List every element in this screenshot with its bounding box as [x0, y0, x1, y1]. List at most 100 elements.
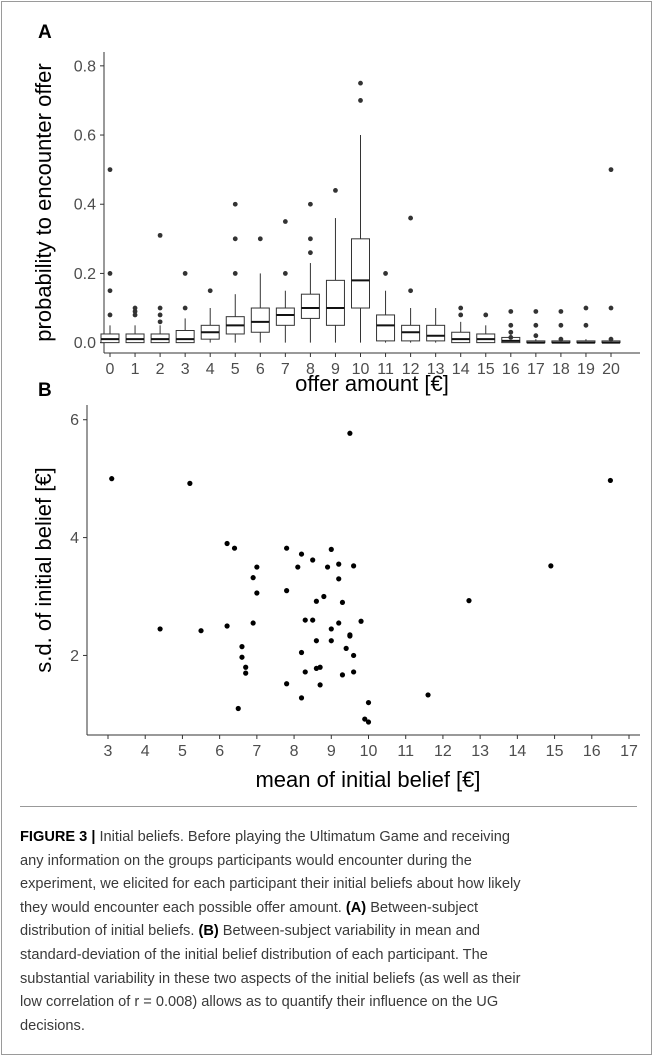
outlier-point [107, 167, 113, 173]
outlier-point [308, 236, 313, 242]
panel-b-letter: B [38, 380, 52, 401]
outlier-point [107, 271, 113, 276]
outlier-point [508, 329, 514, 335]
outlier-point [107, 312, 113, 318]
scatter-point [351, 652, 357, 659]
x-tick-label: 4 [206, 361, 215, 378]
box [351, 238, 370, 309]
scatter-point [336, 576, 342, 582]
box [175, 330, 195, 344]
box [300, 293, 320, 319]
outlier-point [308, 201, 313, 207]
scatter-point [250, 620, 256, 626]
panel-a-letter: A [38, 22, 52, 43]
outlier-point [458, 305, 464, 311]
scatter-point [109, 476, 115, 482]
x-tick-label: 7 [252, 743, 261, 760]
scatter-point [310, 617, 316, 623]
scatter-point [607, 477, 613, 484]
outlier-point [608, 305, 614, 311]
box [376, 314, 396, 342]
scatter-point [466, 598, 472, 604]
caption-line: substantial variability in these two asp… [20, 970, 521, 987]
outlier-point [157, 319, 163, 325]
x-tick-label: 12 [434, 743, 452, 760]
outlier-point [232, 271, 238, 276]
caption-text: they would encounter each possible offer… [20, 899, 346, 916]
x-tick-label: 3 [104, 743, 113, 760]
outlier-point [157, 305, 163, 311]
outlier-point [383, 271, 388, 276]
scatter-point [239, 654, 245, 660]
y-tick-label: 4 [70, 530, 79, 547]
scatter-point [362, 716, 368, 722]
x-tick-label: 10 [352, 361, 370, 378]
outlier-point [408, 288, 413, 294]
figure-label: FIGURE 3 | [20, 829, 96, 845]
x-tick-label: 4 [141, 743, 150, 760]
outlier-point [358, 98, 363, 103]
scatter-point [224, 623, 230, 629]
scatter-point [321, 593, 327, 600]
x-tick-label: 16 [583, 743, 601, 760]
x-tick-label: 19 [577, 361, 595, 378]
x-tick-label: 6 [256, 361, 265, 378]
caption-line: they would encounter each possible offer… [20, 897, 640, 921]
figure-canvas: A 0.00.20.40.60.80 1 2 3 4 5 6 7 8 9 10 11 12 13 14 15 1… [31, 22, 640, 792]
caption-text: Initial beliefs. Before playing the Ulti… [95, 829, 510, 845]
x-tick-label: 2 [156, 361, 165, 378]
x-tick-label: 15 [546, 743, 564, 760]
outlier-point [558, 309, 564, 314]
scatter-point [298, 649, 305, 656]
scatter-point [328, 546, 334, 552]
box [426, 324, 446, 342]
y-tick-label: 0.0 [74, 335, 96, 352]
x-tick-label: 8 [306, 361, 315, 378]
x-axis-title: mean of initial belief [€] [255, 767, 480, 792]
scatter-point [347, 633, 353, 639]
caption-divider [20, 806, 637, 807]
x-tick-label: 0 [106, 361, 115, 378]
box [325, 279, 345, 326]
outlier-point [608, 336, 614, 342]
outlier-point [333, 187, 338, 193]
caption-line: standard-deviation of the initial belief… [20, 946, 488, 963]
outlier-point [608, 167, 614, 173]
outlier-point [308, 250, 313, 256]
scatter-point [365, 719, 372, 725]
scatter-point [250, 575, 256, 581]
scatter-point [336, 620, 342, 626]
scatter-point [157, 626, 163, 632]
x-tick-label: 15 [477, 361, 495, 378]
outlier-point [157, 312, 163, 318]
scatter-point [254, 590, 260, 596]
figure-caption: FIGURE 3 | Initial beliefs. Before playi… [20, 826, 640, 1038]
scatter-point [358, 618, 364, 624]
caption-line: decisions. [20, 1017, 85, 1034]
outlier-point [558, 336, 564, 342]
x-tick-label: 9 [327, 743, 336, 760]
x-tick-label: 12 [402, 361, 420, 378]
outlier-point [132, 312, 138, 318]
y-tick-label: 2 [70, 648, 79, 665]
scatter-point [298, 551, 305, 557]
x-tick-label: 11 [377, 361, 394, 378]
outlier-point [232, 201, 238, 207]
scatter-point [339, 672, 346, 678]
caption-line: experiment, we elicited for each partici… [20, 876, 521, 893]
x-tick-label: 13 [471, 743, 489, 760]
scatter-point [295, 564, 301, 570]
scatter-point [254, 564, 260, 570]
y-tick-label: 6 [70, 412, 79, 429]
outlier-point [182, 305, 188, 311]
box-plot-panel: 0.00.20.40.60.80 1 2 3 4 5 6 7 8 9 10 11 12 13 14 15 16 1… [31, 52, 640, 396]
outlier-point [358, 80, 363, 86]
outlier-point [282, 271, 288, 276]
scatter-point [328, 626, 334, 632]
y-tick-label: 0.6 [74, 128, 96, 145]
scatter-plot-panel: 2 4 6 3 4 5 6 7 8 9 10 11 12 13 14 15 16 17 mean of initia… [31, 405, 640, 792]
panel-ref-a: (A) [345, 899, 367, 916]
outlier-point [458, 312, 464, 318]
caption-line: low correlation of r = 0.008) allows as … [20, 994, 499, 1011]
scatter-point [231, 545, 238, 551]
